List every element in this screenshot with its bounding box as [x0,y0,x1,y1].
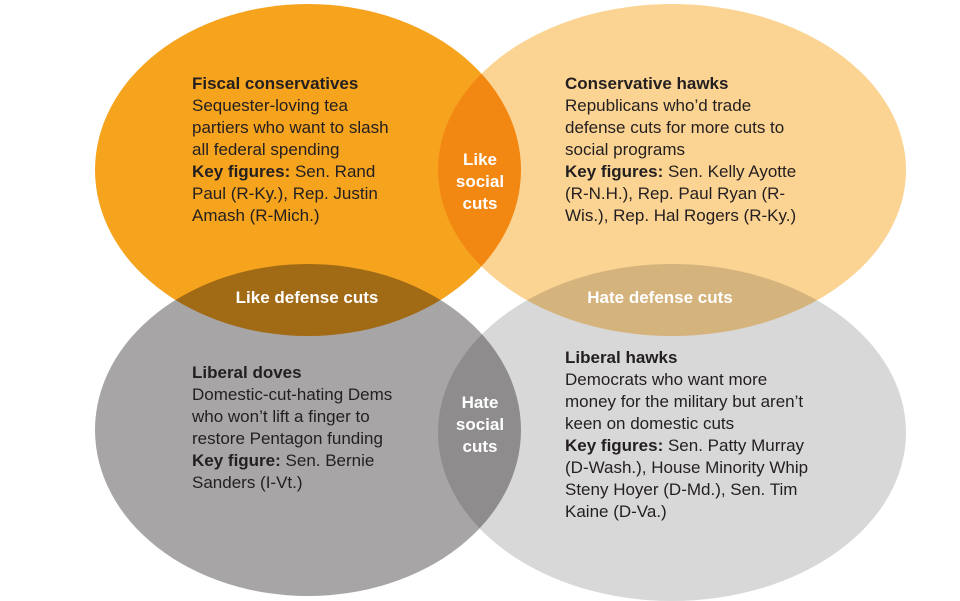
key-figures-names: Sen. Rand Paul (R-Ky.), Rep. Justin Amas… [192,162,378,225]
conservative-hawks-text: Conservative hawks Republicans who’d tra… [565,73,813,227]
key-figures-label: Key figure: [192,451,281,470]
overlap-label-like-defense-cuts: Like defense cuts [235,288,379,307]
group-description-liberal-hawks: Democrats who want more money for the mi… [565,370,804,433]
fiscal-conservatives-text: Fiscal conservatives Sequester-loving te… [192,73,404,227]
group-title-liberal-hawks: Liberal hawks [565,348,678,367]
liberal-hawks-text: Liberal hawks Democrats who want more mo… [565,347,815,523]
overlap-label-hate-social-cuts: Hate social cuts [455,393,505,456]
key-figures-names: Sen. Patty Murray (D-Wash.), House Minor… [565,436,809,521]
group-title-conservative-hawks: Conservative hawks [565,74,729,93]
key-figures-label: Key figures: [192,162,291,181]
group-description-liberal-doves: Domestic-cut-hating Dems who won’t lift … [192,385,393,448]
group-key-figures-liberal-doves: Key figure: Sen. Bernie Sanders (I-Vt.) [192,450,410,494]
group-description-conservative-hawks: Republicans who’d trade defense cuts for… [565,96,785,159]
liberal-hawks-ellipse [438,264,906,601]
group-title-liberal-doves: Liberal doves [192,363,302,382]
group-key-figures-liberal-hawks: Key figures: Sen. Patty Murray (D-Wash.)… [565,435,815,523]
group-key-figures-fiscal-conservatives: Key figures: Sen. Rand Paul (R-Ky.), Rep… [192,161,404,227]
group-key-figures-conservative-hawks: Key figures: Sen. Kelly Ayotte (R-N.H.),… [565,161,813,227]
key-figures-names: Sen. Kelly Ayotte (R-N.H.), Rep. Paul Ry… [565,162,797,225]
key-figures-label: Key figures: [565,436,664,455]
key-figures-names: Sen. Bernie Sanders (I-Vt.) [192,451,375,492]
overlap-label-hate-defense-cuts: Hate defense cuts [587,288,733,307]
overlap-label-like-social-cuts: Like social cuts [455,150,505,213]
liberal-doves-text: Liberal doves Domestic-cut-hating Dems w… [192,362,410,494]
group-title-fiscal-conservatives: Fiscal conservatives [192,74,359,93]
key-figures-label: Key figures: [565,162,664,181]
group-description-fiscal-conservatives: Sequester-loving tea partiers who want t… [192,96,389,159]
